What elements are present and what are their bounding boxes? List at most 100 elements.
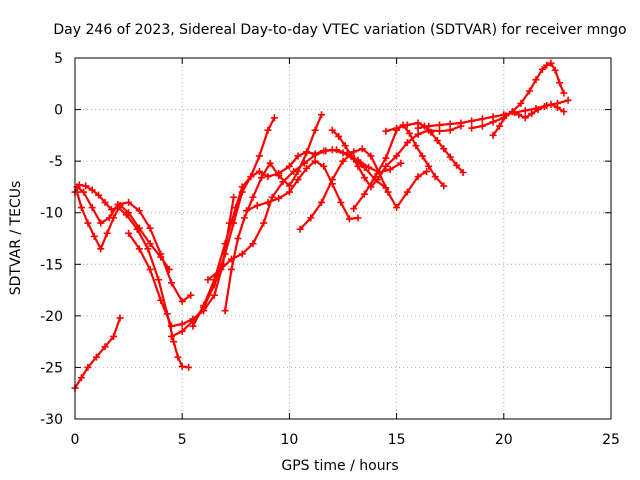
data-point-marker (155, 276, 163, 284)
data-point-marker (125, 229, 133, 237)
data-point-marker (337, 198, 345, 206)
data-point-marker (116, 314, 124, 322)
data-point-marker (264, 198, 272, 206)
data-point-marker (146, 240, 154, 248)
data-point-marker (167, 332, 175, 340)
data-point-marker (502, 112, 510, 120)
data-point-marker (97, 219, 105, 227)
data-point-marker (174, 353, 182, 361)
data-point-marker (285, 188, 293, 196)
data-point-marker (167, 322, 175, 330)
data-point-marker (547, 59, 555, 67)
data-point-marker (258, 174, 266, 182)
data-point-marker (189, 322, 197, 330)
data-point-marker (547, 100, 555, 108)
y-tick-label: 0 (54, 103, 63, 119)
data-point-marker (82, 182, 90, 190)
data-point-marker (228, 265, 236, 273)
data-point-marker (221, 307, 229, 315)
data-point-marker (144, 245, 152, 253)
data-point-marker (234, 235, 242, 242)
data-point-marker (232, 204, 240, 212)
data-point-marker (311, 126, 319, 134)
data-point-marker (167, 279, 175, 287)
data-point-marker (446, 153, 454, 161)
data-point-marker (425, 162, 433, 170)
x-tick-label: 0 (71, 432, 80, 448)
data-point-marker (285, 182, 293, 190)
data-point-marker (328, 126, 336, 134)
data-point-marker (285, 162, 293, 170)
data-point-marker (393, 204, 401, 212)
data-point-marker (341, 142, 349, 150)
data-point-marker (311, 157, 319, 165)
data-point-marker (354, 214, 362, 222)
series-arc11 (299, 147, 428, 231)
y-tick-label: -20 (40, 309, 63, 325)
data-point-marker (210, 276, 218, 284)
data-point-marker (386, 165, 394, 173)
data-point-marker (354, 156, 362, 164)
data-point-marker (489, 131, 497, 139)
data-point-marker (266, 159, 274, 167)
data-point-marker (440, 182, 448, 190)
data-point-marker (157, 250, 165, 258)
data-point-marker (135, 207, 143, 215)
data-point-marker (307, 214, 315, 222)
data-point-marker (360, 190, 368, 198)
data-point-marker (528, 110, 536, 118)
data-point-marker (564, 96, 572, 104)
series-arc10 (245, 160, 360, 220)
data-point-marker (311, 151, 319, 159)
data-point-marker (170, 338, 178, 346)
data-point-marker (270, 114, 278, 122)
data-point-marker (365, 163, 373, 171)
data-point-marker (296, 225, 304, 233)
data-point-marker (103, 229, 111, 237)
chart-title: Day 246 of 2023, Sidereal Day-to-day VTE… (53, 22, 626, 38)
data-point-marker (440, 145, 448, 153)
data-point-marker (101, 198, 109, 206)
data-point-marker (560, 89, 568, 97)
data-point-marker (532, 76, 540, 84)
data-point-marker (534, 106, 542, 114)
data-point-marker (508, 108, 516, 116)
data-point-marker (84, 219, 92, 227)
data-point-marker (178, 297, 186, 305)
data-point-marker (80, 188, 88, 196)
data-point-marker (221, 240, 229, 248)
data-point-marker (303, 149, 311, 157)
x-axis-label: GPS time / hours (281, 458, 398, 474)
data-point-marker (435, 121, 443, 129)
data-point-marker (382, 127, 390, 135)
data-point-marker (382, 154, 390, 162)
data-point-marker (478, 115, 486, 123)
data-point-marker (105, 214, 113, 222)
data-point-marker (418, 152, 426, 160)
data-point-marker (543, 61, 551, 69)
data-point-marker (230, 193, 238, 201)
data-point-marker (403, 139, 411, 147)
data-point-marker (478, 122, 486, 130)
data-point-marker (92, 353, 100, 361)
data-point-marker (255, 152, 263, 160)
y-tick-label: -10 (40, 206, 63, 222)
data-point-marker (526, 87, 534, 95)
data-point-marker (553, 104, 561, 112)
data-point-marker (459, 168, 467, 176)
data-point-marker (88, 204, 96, 212)
data-point-marker (240, 214, 248, 222)
x-tick-label: 20 (495, 432, 513, 448)
y-tick-label: -15 (40, 257, 63, 273)
data-point-marker (333, 146, 341, 154)
y-tick-label: -25 (40, 360, 63, 376)
data-point-marker (393, 152, 401, 160)
data-point-marker (414, 124, 422, 132)
data-point-marker (551, 66, 559, 74)
data-point-marker (367, 152, 375, 160)
data-point-marker (446, 126, 454, 134)
data-point-marker (253, 201, 261, 209)
series-arc4 (75, 185, 192, 303)
data-point-marker (178, 362, 186, 370)
data-point-marker (238, 183, 246, 191)
